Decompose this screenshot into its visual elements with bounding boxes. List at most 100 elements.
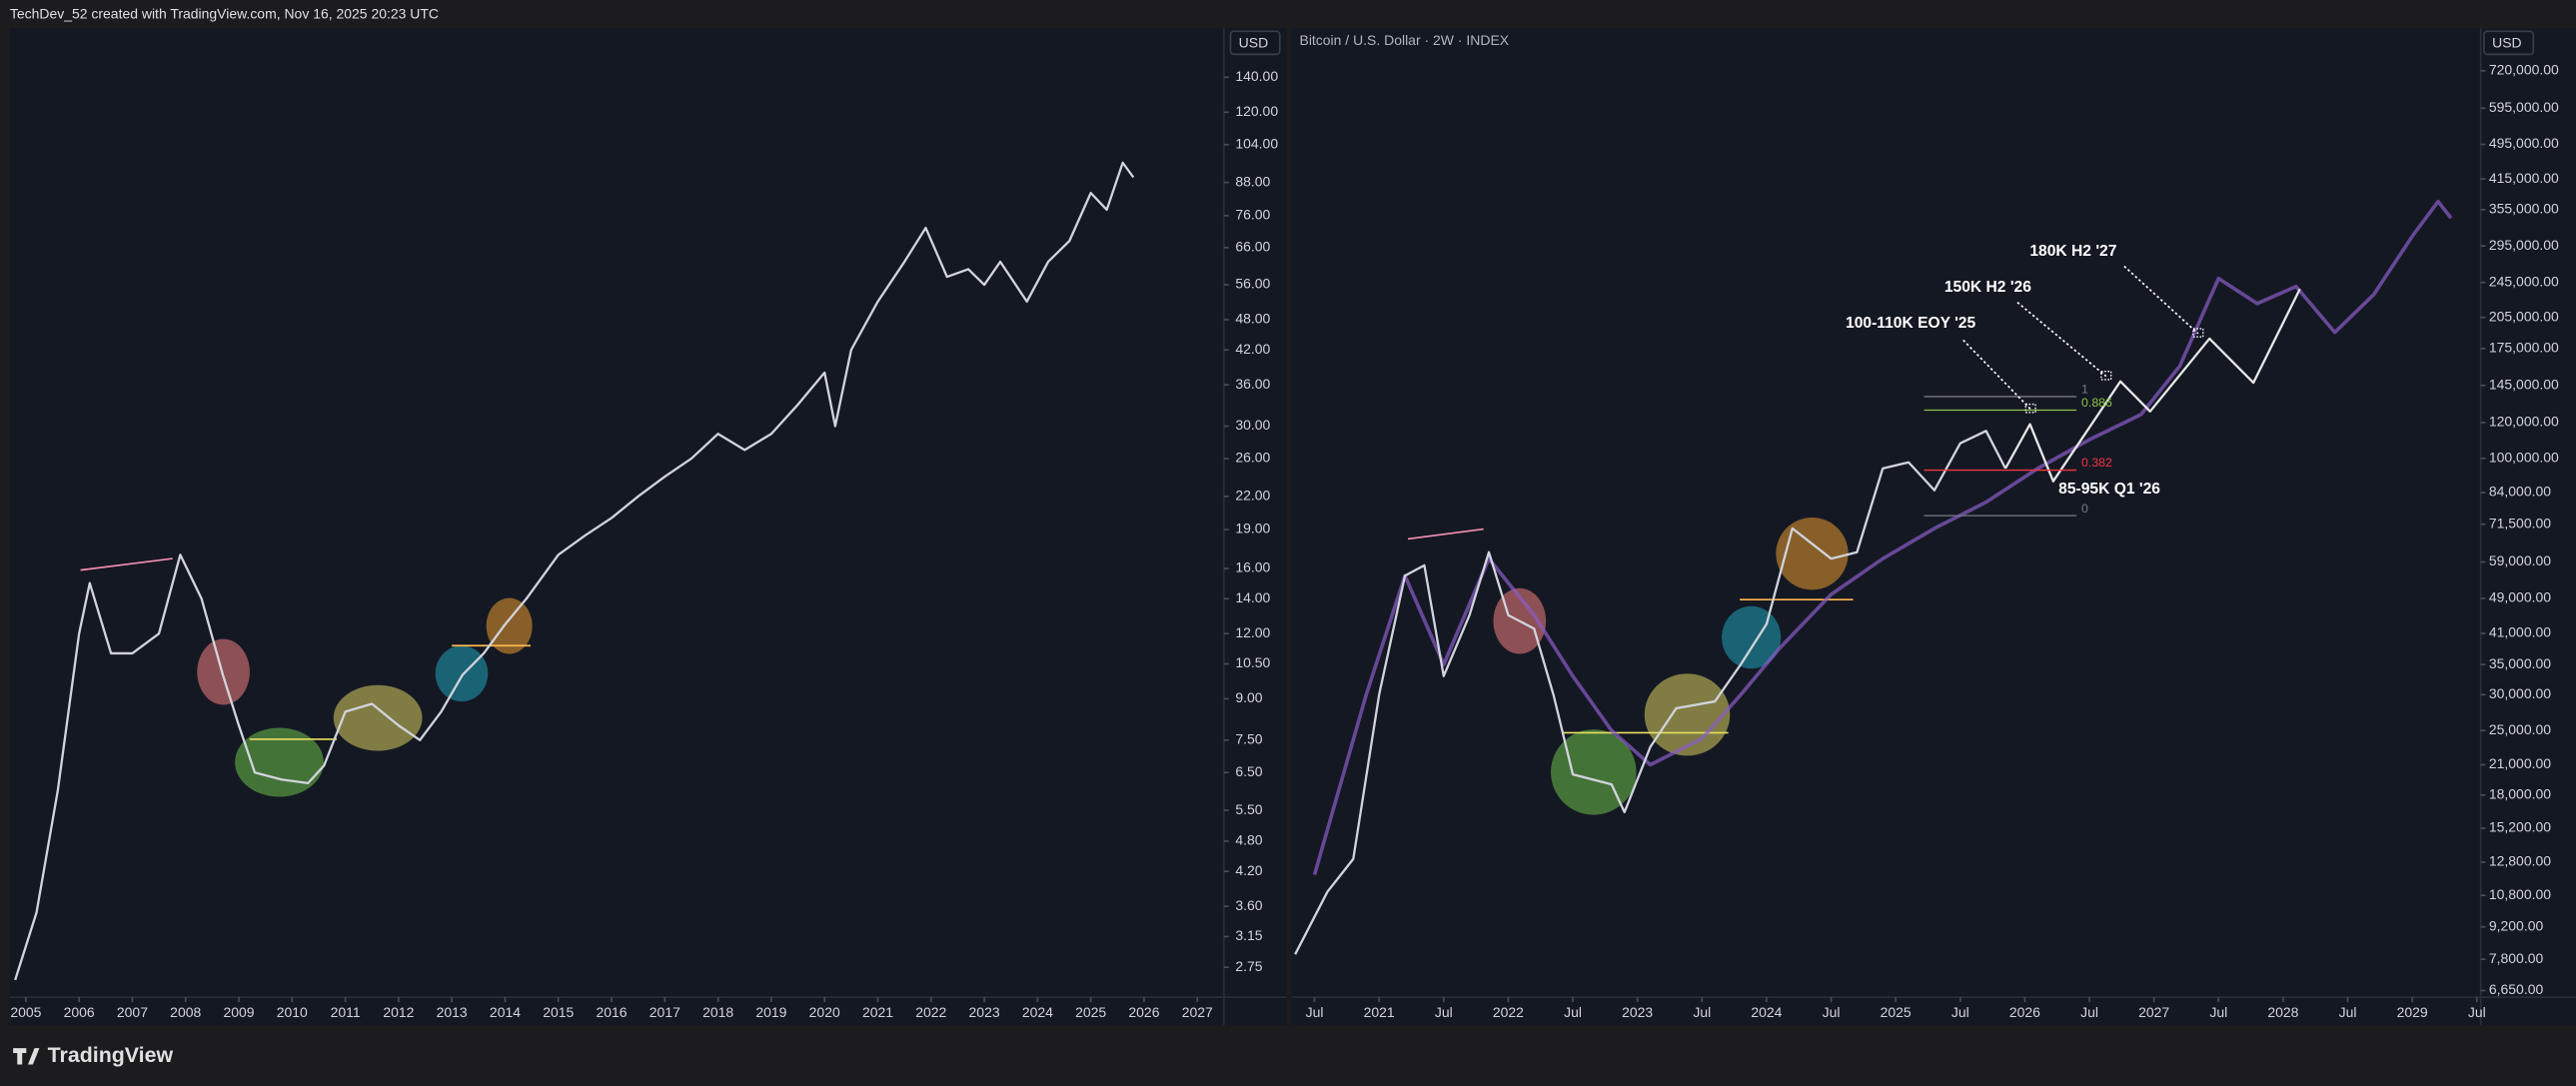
x-tick-label: 2019 bbox=[755, 1004, 786, 1020]
x-tick-label: 2011 bbox=[331, 1004, 361, 1020]
highlight-ellipse bbox=[197, 638, 250, 705]
y-tick-label: 104.00 bbox=[1235, 135, 1278, 151]
right-pane bbox=[1291, 28, 2576, 1026]
x-tick-label: 2007 bbox=[117, 1004, 148, 1020]
x-tick-label: 2005 bbox=[10, 1004, 41, 1020]
highlight-ellipse bbox=[235, 727, 324, 797]
y-tick-label: 48.00 bbox=[1235, 311, 1270, 327]
level-line bbox=[1407, 528, 1484, 541]
highlight-ellipse bbox=[1776, 518, 1849, 590]
x-tick-label: 2008 bbox=[170, 1004, 201, 1020]
x-tick-label: 2006 bbox=[64, 1004, 95, 1020]
y-tick-label: 16.00 bbox=[1235, 559, 1270, 575]
annotation: 150K H2 '26 bbox=[1944, 279, 2031, 296]
y-tick-label: 4.20 bbox=[1235, 862, 1262, 878]
x-tick-label: 2015 bbox=[543, 1004, 574, 1020]
x-tick-label: 2025 bbox=[1881, 1004, 1912, 1020]
y-tick-label: 2.75 bbox=[1235, 958, 1262, 974]
fib-label: 0.382 bbox=[2081, 456, 2112, 470]
x-tick-label: 2028 bbox=[2267, 1004, 2298, 1020]
x-tick-label: 2010 bbox=[277, 1004, 308, 1020]
x-tick-label: 2012 bbox=[383, 1004, 414, 1020]
y-tick-label: 355,000.00 bbox=[2489, 200, 2559, 216]
x-tick-label: Jul bbox=[1306, 1004, 1324, 1020]
y-tick-label: 720,000.00 bbox=[2489, 62, 2559, 78]
y-tick-label: 56.00 bbox=[1235, 276, 1270, 292]
y-tick-label: 19.00 bbox=[1235, 521, 1270, 537]
y-tick-label: 41,000.00 bbox=[2489, 624, 2551, 640]
y-tick-label: 35,000.00 bbox=[2489, 655, 2551, 671]
level-line bbox=[80, 557, 173, 571]
x-tick-label: 2017 bbox=[649, 1004, 680, 1020]
x-tick-label: 2024 bbox=[1751, 1004, 1782, 1020]
y-tick-label: 18,000.00 bbox=[2489, 785, 2551, 801]
y-tick-label: 21,000.00 bbox=[2489, 755, 2551, 771]
x-tick-label: 2027 bbox=[2138, 1004, 2169, 1020]
price-line bbox=[14, 161, 1135, 981]
y-tick-label: 140.00 bbox=[1235, 68, 1278, 84]
left-pane bbox=[9, 28, 1287, 1026]
plot-area bbox=[1294, 199, 2453, 955]
y-tick-label: 145,000.00 bbox=[2489, 376, 2559, 392]
y-tick-label: 9,200.00 bbox=[2489, 917, 2544, 933]
y-tick-label: 7.50 bbox=[1235, 730, 1262, 746]
price-line bbox=[1312, 199, 2453, 875]
currency-box bbox=[1229, 30, 1281, 56]
fib-label: 0.886 bbox=[2081, 396, 2112, 410]
x-tick-label: 2009 bbox=[223, 1004, 254, 1020]
annotation: 100-110K EOY '25 bbox=[1846, 315, 1975, 332]
annotation-arrow bbox=[2123, 265, 2199, 335]
y-tick-label: 7,800.00 bbox=[2489, 950, 2544, 966]
x-tick-label: 2013 bbox=[437, 1004, 468, 1020]
x-tick-label: Jul bbox=[2209, 1004, 2227, 1020]
x-tick-label: 2021 bbox=[862, 1004, 893, 1020]
price-line bbox=[2004, 288, 2301, 483]
x-tick-label: 2023 bbox=[1622, 1004, 1653, 1020]
plot-area bbox=[14, 161, 1135, 981]
annotation-target bbox=[2100, 371, 2112, 381]
x-tick-label: Jul bbox=[1823, 1004, 1841, 1020]
highlight-ellipse bbox=[486, 597, 533, 654]
y-tick-label: 10.50 bbox=[1235, 654, 1270, 670]
y-tick-label: 3.60 bbox=[1235, 897, 1262, 913]
y-tick-label: 495,000.00 bbox=[2489, 135, 2559, 151]
y-tick-label: 49,000.00 bbox=[2489, 589, 2551, 605]
y-tick-label: 12,800.00 bbox=[2489, 852, 2551, 868]
footer-logo: TradingView bbox=[13, 1043, 173, 1067]
y-tick-label: 6.50 bbox=[1235, 763, 1262, 779]
x-tick-label: Jul bbox=[2339, 1004, 2357, 1020]
y-tick-label: 71,500.00 bbox=[2489, 515, 2551, 531]
currency-box bbox=[2483, 30, 2535, 56]
annotation: 180K H2 '27 bbox=[2029, 243, 2116, 260]
x-tick-label: Jul bbox=[1564, 1004, 1582, 1020]
x-tick-label: Jul bbox=[1435, 1004, 1453, 1020]
x-tick-label: 2022 bbox=[915, 1004, 946, 1020]
x-tick-label: 2018 bbox=[702, 1004, 733, 1020]
x-tick-label: 2023 bbox=[969, 1004, 1000, 1020]
y-tick-label: 175,000.00 bbox=[2489, 339, 2559, 355]
currency-label: USD bbox=[1239, 34, 1269, 50]
y-tick-label: 59,000.00 bbox=[2489, 552, 2551, 568]
x-tick-label: 2022 bbox=[1493, 1004, 1524, 1020]
x-tick-label: 2027 bbox=[1182, 1004, 1213, 1020]
brand: TradingView bbox=[48, 1043, 174, 1067]
x-tick-label: 2025 bbox=[1075, 1004, 1106, 1020]
x-tick-label: Jul bbox=[2080, 1004, 2098, 1020]
y-tick-label: 3.15 bbox=[1235, 927, 1262, 943]
y-tick-label: 76.00 bbox=[1235, 207, 1270, 223]
x-tick-label: 2026 bbox=[2009, 1004, 2040, 1020]
y-tick-label: 10,800.00 bbox=[2489, 886, 2551, 902]
y-tick-label: 595,000.00 bbox=[2489, 99, 2559, 115]
x-tick-label: Jul bbox=[1693, 1004, 1711, 1020]
y-tick-label: 205,000.00 bbox=[2489, 308, 2559, 324]
y-tick-label: 30,000.00 bbox=[2489, 685, 2551, 701]
x-tick-label: 2024 bbox=[1022, 1004, 1053, 1020]
annotation-target bbox=[2024, 403, 2036, 414]
annotation-arrow bbox=[1962, 339, 2031, 411]
x-tick-label: 2020 bbox=[809, 1004, 840, 1020]
y-tick-label: 6,650.00 bbox=[2489, 981, 2544, 997]
y-tick-label: 415,000.00 bbox=[2489, 170, 2559, 186]
y-tick-label: 15,200.00 bbox=[2489, 819, 2551, 835]
